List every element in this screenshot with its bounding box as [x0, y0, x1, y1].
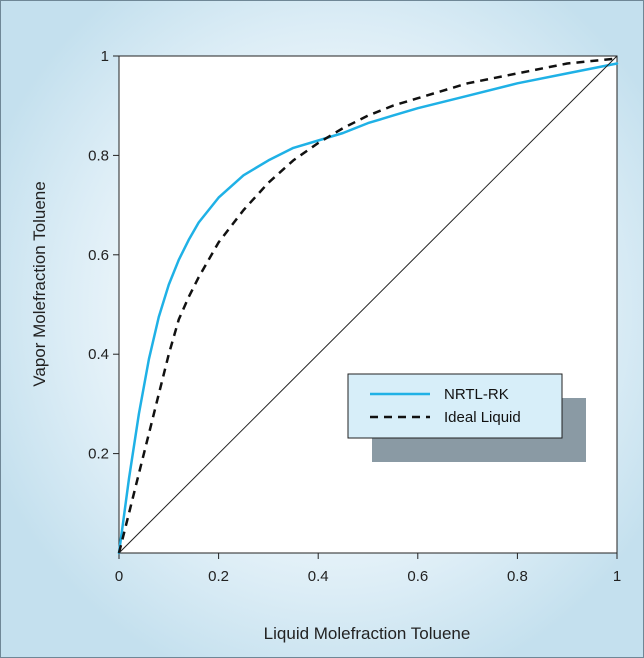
y-axis-title: Vapor Molefraction Toluene	[30, 181, 49, 386]
series-line-nrtl-rk	[117, 62, 619, 555]
x-tick-label: 0.2	[208, 568, 229, 585]
x-tick-label: 1	[613, 568, 621, 585]
y-tick-label: 0.2	[88, 446, 109, 463]
x-tick-label: 0.4	[308, 568, 329, 585]
x-tick-label: 0.8	[507, 568, 528, 585]
legend-label: Ideal Liquid	[444, 409, 521, 426]
y-tick-label: 1	[101, 48, 109, 65]
legend-box	[347, 373, 563, 439]
series-line-ideal-liquid	[117, 57, 618, 554]
legend-label: NRTL-RK	[444, 386, 509, 403]
x-tick-label: 0.6	[407, 568, 428, 585]
y-tick-label: 0.4	[88, 346, 109, 363]
y-tick-label: 0.6	[88, 247, 109, 264]
x-axis-title: Liquid Molefraction Toluene	[264, 624, 471, 643]
x-tick-label: 0	[115, 568, 123, 585]
y-tick-label: 0.8	[88, 147, 109, 164]
diagonal-reference-line	[118, 55, 618, 554]
